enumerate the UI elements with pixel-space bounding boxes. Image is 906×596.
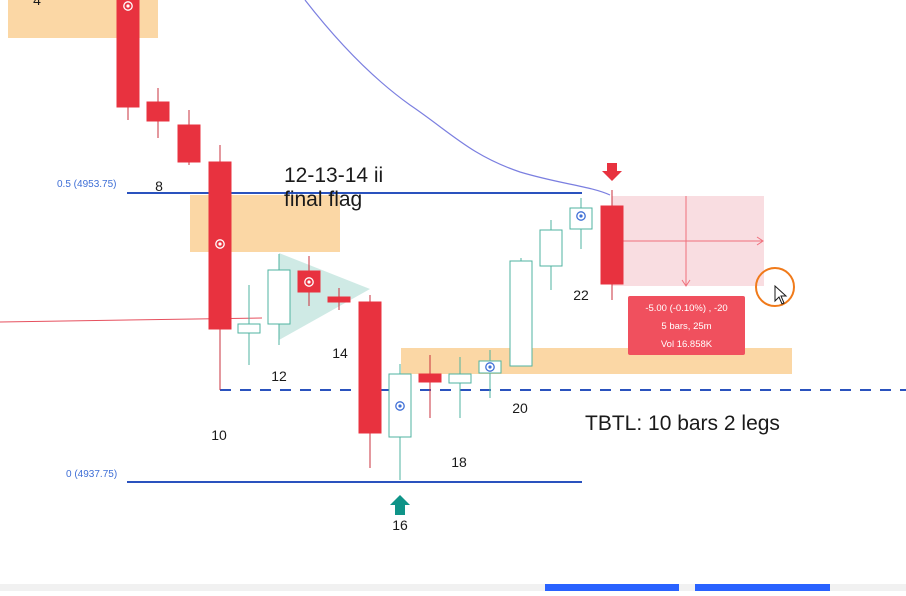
candle-body-2 <box>146 101 170 122</box>
candle-body-15 <box>539 229 563 267</box>
bar-number-label-20: 20 <box>512 400 528 416</box>
measure-tooltip-box <box>628 296 745 355</box>
scrollbar-track <box>0 584 906 591</box>
signal-dot-outer-16 <box>576 211 586 221</box>
bar-number-label-18: 18 <box>451 454 467 470</box>
signal-dot-outer-1 <box>123 1 133 11</box>
signal-dot-inner-4 <box>218 242 222 246</box>
candle-body-9 <box>358 301 382 434</box>
candle-body-3 <box>177 124 201 163</box>
signal-dot-outer-13 <box>485 362 495 372</box>
bar-number-label-16: 16 <box>392 517 408 533</box>
buy-arrow-up-icon <box>390 495 410 515</box>
candle-body-12 <box>448 373 472 384</box>
flag-annotation-line1: 12-13-14 ii <box>284 164 383 187</box>
sell-arrow-down-icon <box>602 163 622 181</box>
candle-body-16 <box>569 207 593 230</box>
signal-dot-outer-4 <box>215 239 225 249</box>
triangle-pattern <box>279 253 370 340</box>
bar-number-label-8: 8 <box>155 178 163 194</box>
cursor-arrow-icon <box>774 284 788 305</box>
measure-tooltip-line3: Vol 16.858K <box>661 339 713 350</box>
signal-dot-inner-7 <box>307 280 311 284</box>
candle-body-6 <box>267 269 291 325</box>
measure-tooltip-line2: 5 bars, 25m <box>661 321 711 332</box>
signal-dot-inner-13 <box>488 365 492 369</box>
signal-dot-outer-10 <box>395 401 405 411</box>
candle-body-11 <box>418 373 442 383</box>
signal-dot-outer-7 <box>304 277 314 287</box>
bar-number-label-10: 10 <box>211 427 227 443</box>
measure-vertical-arrow <box>681 279 691 287</box>
candle-body-14 <box>509 260 533 367</box>
cursor-highlight-ring <box>755 267 795 307</box>
bar-number-label-22: 22 <box>573 287 589 303</box>
candle-body-17 <box>600 205 624 285</box>
tbtl-annotation: TBTL: 10 bars 2 legs <box>585 412 780 435</box>
scrollbar-thumb-left[interactable] <box>545 584 679 591</box>
measure-horizontal-arrow <box>756 236 764 246</box>
signal-dot-inner-10 <box>398 404 402 408</box>
candle-body-5 <box>237 323 261 334</box>
bar-number-label-4: 4 <box>33 0 41 8</box>
signal-dot-inner-1 <box>126 4 130 8</box>
measure-tooltip: -5.00 (-0.10%) , -20 5 bars, 25m Vol 16.… <box>628 296 745 355</box>
flag-annotation-line2: final flag <box>284 188 362 211</box>
scrollbar-thumb-right[interactable] <box>695 584 830 591</box>
signal-dot-inner-16 <box>579 214 583 218</box>
bar-number-label-14: 14 <box>332 345 348 361</box>
candle-body-1 <box>116 0 140 108</box>
candle-body-8 <box>327 296 351 303</box>
level-label-fib-0: 0 (4937.75) <box>66 469 117 480</box>
bar-number-label-12: 12 <box>271 368 287 384</box>
measure-tooltip-line1: -5.00 (-0.10%) , -20 <box>645 303 727 314</box>
level-label-fib-0.5: 0.5 (4953.75) <box>57 179 117 190</box>
ema-line <box>304 0 611 196</box>
